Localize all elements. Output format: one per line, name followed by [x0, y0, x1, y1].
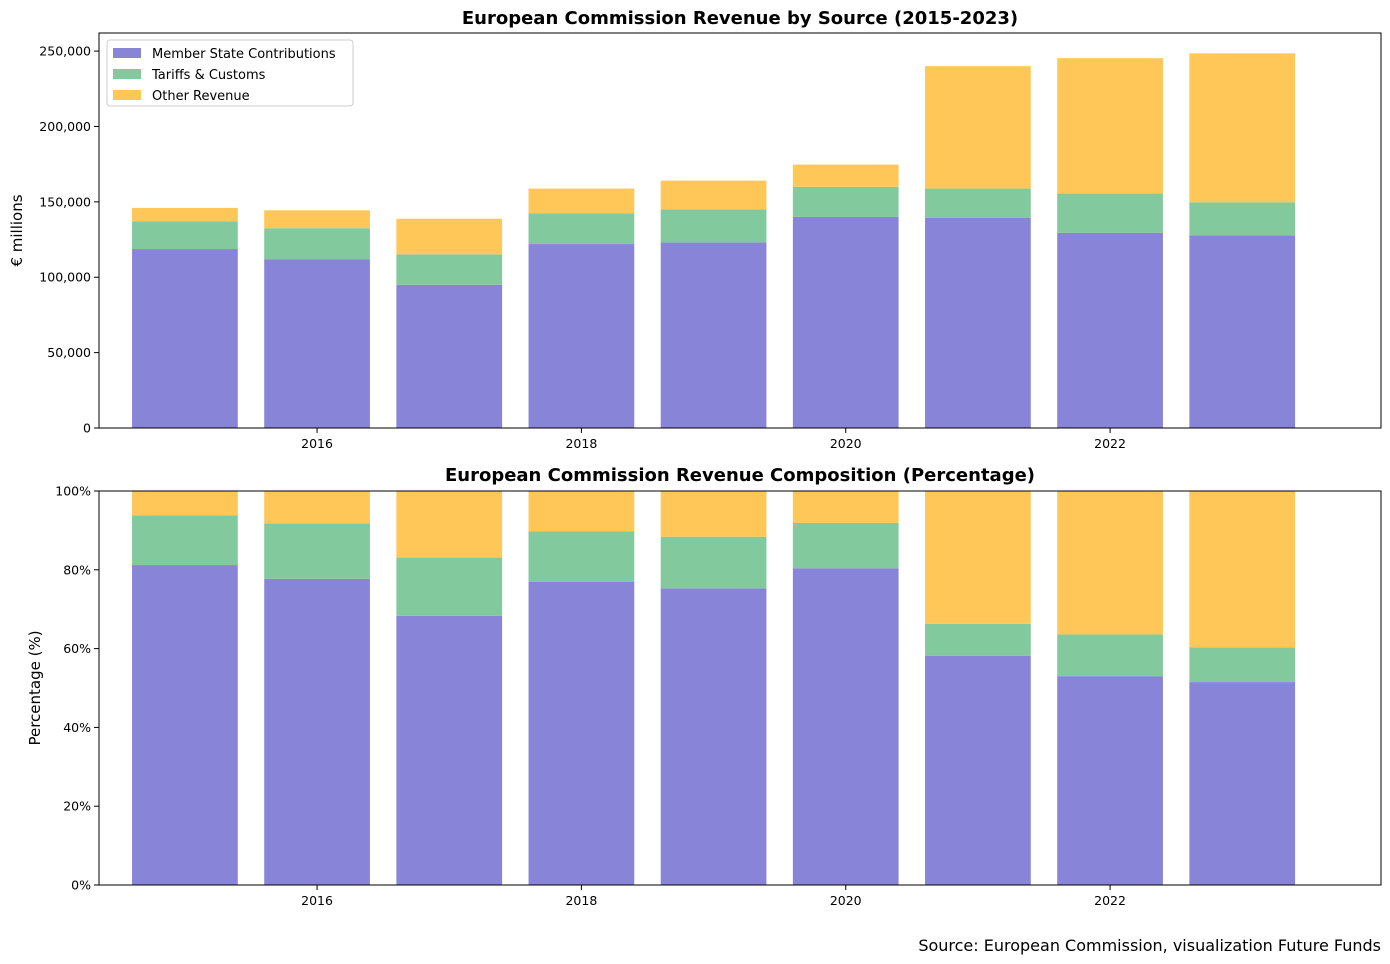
legend-box: [106, 39, 354, 107]
bar-segment-other-2021: [925, 491, 1031, 624]
bar-segment-tariffs-2017: [396, 254, 503, 285]
bar-segment-other-2023: [1189, 491, 1296, 648]
bar-segment-tariffs-2016: [264, 228, 370, 260]
bar-segment-other-2015: [132, 207, 238, 222]
legend-label-other: Other Revenue: [152, 89, 250, 104]
y-axis-label: Percentage (%): [26, 630, 44, 745]
bars-group: [132, 53, 1296, 428]
legend: Member State Contributions Tariffs & Cust…: [106, 39, 354, 107]
y-tick-label: 80%: [63, 562, 91, 577]
bar-segment-member-2015: [132, 565, 238, 885]
y-axis-ticks: 0 50,000 100,000 150,000 200,000 250,000: [39, 44, 99, 436]
x-axis-ticks: 2016 2018 2020 2022: [301, 885, 1126, 908]
x-tick-label: 2016: [301, 893, 333, 908]
bar-segment-member-2022: [1057, 676, 1163, 885]
bars-group: [132, 491, 1296, 885]
x-tick-label: 2020: [830, 436, 862, 451]
chart-title: European Commission Revenue by Source (2…: [462, 8, 1018, 29]
bar-segment-member-2016: [264, 578, 370, 885]
bar-segment-member-2015: [132, 249, 238, 428]
bar-segment-tariffs-2019: [660, 536, 767, 589]
y-tick-label: 0%: [71, 878, 91, 893]
bar-segment-member-2023: [1189, 235, 1296, 428]
x-axis-ticks: 2016 2018 2020 2022: [301, 428, 1126, 451]
bar-segment-tariffs-2023: [1189, 202, 1296, 236]
y-tick-label: 20%: [63, 799, 91, 814]
bar-segment-tariffs-2022: [1057, 634, 1163, 677]
bar-segment-member-2017: [396, 284, 503, 428]
bar-segment-tariffs-2015: [132, 221, 238, 250]
bar-segment-tariffs-2023: [1189, 647, 1296, 683]
plot-frame: [98, 490, 1382, 886]
legend-swatch-member: [113, 48, 141, 58]
bar-segment-member-2020: [792, 568, 899, 885]
bar-segment-tariffs-2021: [925, 188, 1031, 218]
bar-segment-member-2023: [1189, 682, 1296, 885]
bar-segment-tariffs-2019: [660, 209, 767, 243]
y-tick-label: 100%: [55, 484, 91, 499]
bar-segment-tariffs-2018: [528, 213, 635, 245]
y-tick-label: 0: [83, 421, 91, 436]
plot-frame: [98, 32, 1382, 429]
source-note: Source: European Commission, visualizati…: [918, 936, 1381, 955]
bar-segment-other-2018: [528, 188, 635, 214]
chart-title: European Commission Revenue Composition …: [445, 465, 1035, 486]
bar-segment-member-2021: [925, 217, 1031, 428]
x-tick-label: 2018: [565, 893, 597, 908]
bar-segment-tariffs-2016: [264, 523, 370, 579]
x-tick-label: 2016: [301, 436, 333, 451]
y-tick-label: 200,000: [39, 119, 91, 134]
bar-segment-member-2020: [792, 216, 899, 428]
legend-label-tariffs: Tariffs & Customs: [151, 68, 266, 83]
bar-segment-other-2018: [528, 491, 635, 532]
legend-swatch-tariffs: [113, 69, 141, 79]
y-tick-label: 150,000: [39, 194, 91, 209]
bar-segment-tariffs-2022: [1057, 193, 1163, 233]
bar-segment-other-2016: [264, 210, 370, 229]
bar-segment-tariffs-2021: [925, 623, 1031, 656]
legend-swatch-other: [113, 90, 141, 100]
x-tick-label: 2022: [1094, 436, 1126, 451]
bar-segment-member-2017: [396, 615, 503, 885]
x-tick-label: 2018: [565, 436, 597, 451]
bar-segment-other-2023: [1189, 53, 1296, 203]
bar-segment-other-2015: [132, 491, 238, 516]
y-tick-label: 40%: [63, 720, 91, 735]
bar-segment-other-2020: [792, 491, 899, 523]
revenue-composition-chart: European Commission Revenue Composition …: [26, 465, 1382, 908]
bar-segment-other-2017: [396, 491, 503, 558]
y-tick-label: 100,000: [39, 270, 91, 285]
bar-segment-tariffs-2018: [528, 531, 635, 583]
bar-segment-other-2020: [792, 164, 899, 187]
bar-segment-tariffs-2015: [132, 515, 238, 566]
x-tick-label: 2020: [830, 893, 862, 908]
bar-segment-tariffs-2020: [792, 186, 899, 217]
bar-segment-member-2018: [528, 244, 635, 428]
bar-segment-tariffs-2020: [792, 522, 899, 569]
bar-segment-other-2021: [925, 66, 1031, 189]
bar-segment-other-2019: [660, 180, 767, 210]
bar-segment-member-2021: [925, 655, 1031, 885]
legend-label-member: Member State Contributions: [152, 47, 336, 62]
bar-segment-member-2019: [660, 588, 767, 885]
x-tick-label: 2022: [1094, 893, 1126, 908]
y-axis-label: € millions: [8, 194, 26, 266]
bar-segment-member-2019: [660, 242, 767, 428]
bar-segment-other-2019: [660, 491, 767, 537]
y-tick-label: 50,000: [47, 345, 91, 360]
y-axis-ticks: 0% 20% 40% 60% 80% 100%: [55, 484, 99, 893]
bar-segment-tariffs-2017: [396, 557, 503, 616]
bar-segment-member-2022: [1057, 232, 1163, 428]
bar-segment-member-2018: [528, 582, 635, 885]
bar-segment-other-2016: [264, 491, 370, 524]
bar-segment-member-2016: [264, 259, 370, 428]
y-tick-label: 250,000: [39, 44, 91, 59]
y-tick-label: 60%: [63, 641, 91, 656]
bar-segment-other-2022: [1057, 491, 1163, 635]
revenue-by-source-chart: European Commission Revenue by Source (2…: [8, 8, 1382, 451]
bar-segment-other-2017: [396, 218, 503, 255]
bar-segment-other-2022: [1057, 58, 1163, 194]
